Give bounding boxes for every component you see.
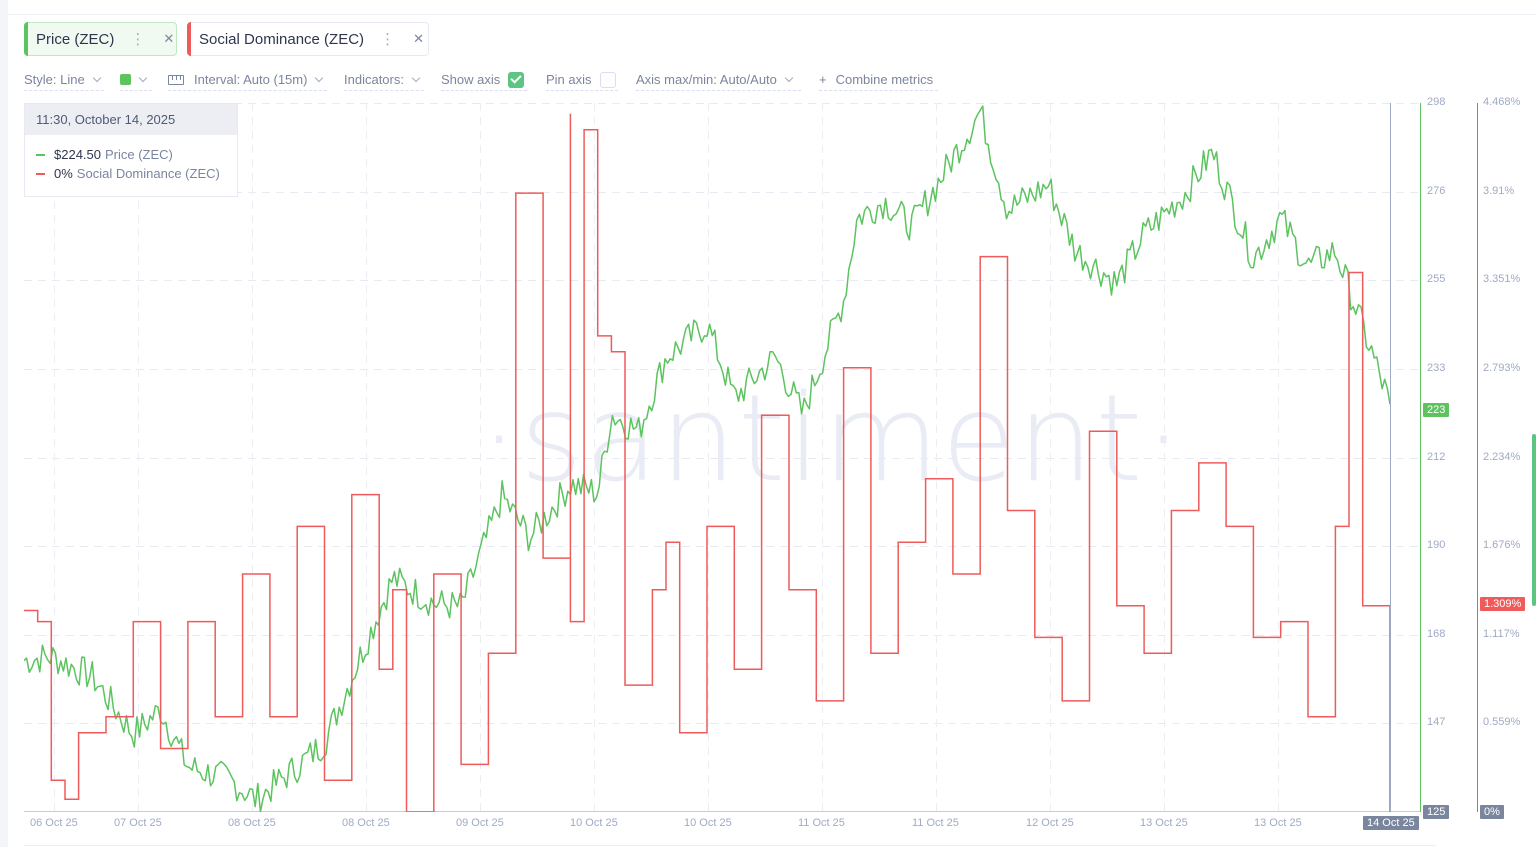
price-axis-tick: 190 <box>1427 539 1446 552</box>
metric-tab-label: Social Dominance (ZEC) <box>199 30 365 48</box>
x-axis-tick: 11 Oct 25 <box>912 817 959 829</box>
price-axis-min-badge: 125 <box>1423 805 1450 819</box>
chevron-down-icon <box>315 73 324 82</box>
interval-dropdown[interactable]: Interval: Auto (15m) <box>168 69 327 91</box>
chart-canvas[interactable] <box>24 103 1420 812</box>
color-dropdown[interactable] <box>120 69 152 91</box>
tooltip-datetime: 11:30, October 14, 2025 <box>25 104 237 135</box>
color-swatch <box>120 74 131 85</box>
x-axis-tick: 13 Oct 25 <box>1254 817 1302 829</box>
indicators-dropdown[interactable]: Indicators: <box>344 69 424 91</box>
x-axis-tick: 09 Oct 25 <box>456 817 504 829</box>
kebab-icon[interactable]: ⋮ <box>130 31 146 48</box>
tooltip-social-name: Social Dominance (ZEC) <box>76 166 220 181</box>
price-axis-tick: 276 <box>1427 184 1446 197</box>
price-axis-line <box>1420 103 1421 812</box>
ruler-icon <box>168 74 184 85</box>
tooltip-price-value: $224.50 <box>54 147 101 162</box>
metric-tab-price[interactable]: Price (ZEC) ⋮ ✕ <box>24 22 177 56</box>
x-axis-tick: 11 Oct 25 <box>798 817 845 829</box>
tooltip-price-name: Price (ZEC) <box>105 147 173 162</box>
price-last-value-badge: 223 <box>1423 403 1450 418</box>
metric-color-bar <box>187 22 191 56</box>
x-axis-tick: 10 Oct 25 <box>684 817 732 829</box>
metric-tab-label: Price (ZEC) <box>36 30 115 48</box>
interval-label: Interval: Auto (15m) <box>194 72 308 87</box>
show-axis-toggle[interactable]: Show axis <box>441 69 527 91</box>
indicators-label: Indicators: <box>344 72 404 87</box>
social-axis-tick: 3.351% <box>1483 273 1521 286</box>
social-last-value-badge: 1.309% <box>1480 597 1526 611</box>
chevron-down-icon <box>92 73 101 82</box>
top-divider <box>8 14 1536 15</box>
kebab-icon[interactable]: ⋮ <box>380 31 396 48</box>
price-axis-tick: 147 <box>1427 716 1446 729</box>
x-axis-tick: 06 Oct 25 <box>30 817 78 829</box>
pin-axis-checkbox[interactable] <box>599 71 616 88</box>
check-icon <box>510 72 522 84</box>
legend-swatch-social <box>36 172 45 175</box>
show-axis-label: Show axis <box>441 72 501 87</box>
combine-metrics-button[interactable]: + Combine metrics <box>819 69 938 91</box>
metric-tab-social-dominance[interactable]: Social Dominance (ZEC) ⋮ ✕ <box>187 22 429 56</box>
left-edge-strip <box>0 0 8 847</box>
combine-metrics-label: Combine metrics <box>835 72 934 87</box>
show-axis-checkbox[interactable] <box>508 71 525 88</box>
scrollbar-handle[interactable] <box>1532 434 1536 606</box>
chevron-down-icon <box>138 73 148 82</box>
chevron-down-icon <box>784 73 794 82</box>
pin-axis-label: Pin axis <box>546 72 592 87</box>
x-axis-tick: 12 Oct 25 <box>1026 817 1074 829</box>
tooltip-social-value: 0% <box>54 166 73 181</box>
plus-icon: + <box>819 72 827 87</box>
axis-maxmin-dropdown[interactable]: Axis max/min: Auto/Auto <box>636 69 801 91</box>
price-line <box>24 105 1391 812</box>
x-axis-tick: 07 Oct 25 <box>114 817 162 829</box>
bottom-divider <box>24 845 1436 846</box>
price-axis-tick: 212 <box>1427 450 1446 463</box>
metric-color-bar <box>24 22 28 56</box>
social-axis-tick: 2.793% <box>1483 361 1521 374</box>
social-axis-tick: 3.91% <box>1483 184 1515 197</box>
legend-swatch-price <box>36 153 45 156</box>
close-icon[interactable]: ✕ <box>163 31 175 46</box>
social-axis-tick: 0.559% <box>1483 716 1521 729</box>
tooltip-row-price: $224.50 Price (ZEC) <box>36 145 237 164</box>
social-dominance-line <box>24 113 1391 812</box>
social-axis-tick: 1.676% <box>1483 539 1521 552</box>
price-axis-tick: 168 <box>1427 627 1446 640</box>
social-axis-tick: 1.117% <box>1483 627 1520 640</box>
x-axis-tick: 13 Oct 25 <box>1140 817 1188 829</box>
price-axis-tick: 298 <box>1427 96 1446 108</box>
x-axis-tick: 08 Oct 25 <box>228 817 276 829</box>
chevron-down-icon <box>411 73 421 82</box>
close-icon[interactable]: ✕ <box>413 31 424 46</box>
tooltip-row-social: 0% Social Dominance (ZEC) <box>36 164 237 183</box>
x-axis-tick: 08 Oct 25 <box>342 817 390 829</box>
chart-plot-area[interactable] <box>24 103 1420 812</box>
social-axis-line <box>1477 103 1478 812</box>
social-axis-tick: 4.468% <box>1483 96 1521 108</box>
chart-tooltip: 11:30, October 14, 2025 $224.50 Price (Z… <box>24 103 238 197</box>
price-axis-tick: 255 <box>1427 273 1446 286</box>
social-axis-tick: 2.234% <box>1483 450 1521 463</box>
social-axis-min-badge: 0% <box>1480 805 1504 819</box>
style-label: Style: Line <box>24 72 85 87</box>
pin-axis-toggle[interactable]: Pin axis <box>546 69 618 91</box>
price-axis-tick: 233 <box>1427 361 1446 374</box>
axis-maxmin-label: Axis max/min: Auto/Auto <box>636 72 777 87</box>
x-axis-tick: 10 Oct 25 <box>570 817 618 829</box>
crosshair-date-badge: 14 Oct 25 <box>1363 816 1419 830</box>
style-dropdown[interactable]: Style: Line <box>24 69 104 91</box>
